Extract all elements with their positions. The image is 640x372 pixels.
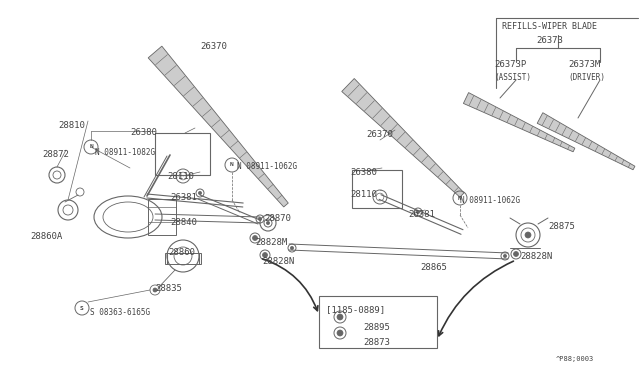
Text: 26380: 26380 [130, 128, 157, 137]
Circle shape [504, 254, 507, 257]
Text: N 08911-1062G: N 08911-1062G [460, 196, 520, 205]
Text: 28860: 28860 [168, 248, 195, 257]
Text: 28865: 28865 [420, 263, 447, 272]
Text: 26380: 26380 [350, 168, 377, 177]
Text: 28828N: 28828N [262, 257, 294, 266]
Circle shape [337, 330, 343, 336]
Text: 26373: 26373 [536, 36, 563, 45]
Text: REFILLS-WIPER BLADE: REFILLS-WIPER BLADE [502, 22, 597, 31]
Text: 26381: 26381 [170, 193, 197, 202]
Circle shape [198, 192, 202, 195]
Text: 28875: 28875 [548, 222, 575, 231]
Text: 26381: 26381 [408, 210, 435, 219]
Text: 28110: 28110 [350, 190, 377, 199]
Bar [155, 133, 210, 175]
Text: S: S [80, 305, 84, 311]
Text: 28828N: 28828N [520, 252, 552, 261]
Text: (ASSIST): (ASSIST) [494, 73, 531, 82]
Text: 28110: 28110 [167, 172, 194, 181]
Text: 28835: 28835 [155, 284, 182, 293]
Text: [1185-0889]: [1185-0889] [326, 305, 385, 314]
Circle shape [253, 235, 257, 241]
Circle shape [153, 288, 157, 292]
Polygon shape [148, 46, 288, 207]
Bar [148, 199, 176, 235]
Text: 28840: 28840 [170, 218, 197, 227]
Text: 28872: 28872 [42, 150, 69, 159]
Circle shape [337, 314, 343, 320]
Circle shape [266, 221, 269, 225]
Text: 28873: 28873 [363, 338, 390, 347]
Circle shape [291, 246, 294, 250]
Text: 26373M: 26373M [568, 60, 600, 69]
Text: 28860A: 28860A [30, 232, 62, 241]
Circle shape [525, 232, 531, 238]
Text: N: N [458, 196, 462, 201]
Bar [352, 170, 402, 208]
Text: 26370: 26370 [200, 42, 227, 51]
Text: N 08911-1062G: N 08911-1062G [237, 162, 297, 171]
Circle shape [259, 217, 262, 221]
Text: 28828M: 28828M [255, 238, 287, 247]
Text: 26373P: 26373P [494, 60, 526, 69]
Text: N 08911-1082G: N 08911-1082G [95, 148, 155, 157]
Text: 26370: 26370 [366, 130, 393, 139]
Bar [165, 253, 201, 264]
Bar [319, 296, 437, 348]
Text: N: N [230, 163, 234, 167]
Polygon shape [537, 113, 635, 170]
Text: 28870: 28870 [264, 214, 291, 223]
Text: 28810: 28810 [58, 121, 85, 130]
Text: S 08363-6165G: S 08363-6165G [90, 308, 150, 317]
Circle shape [262, 253, 268, 257]
Text: ^P88;0003: ^P88;0003 [556, 356, 595, 362]
Text: N: N [89, 144, 93, 150]
Text: (DRIVER): (DRIVER) [568, 73, 605, 82]
Polygon shape [463, 93, 575, 152]
Text: 28895: 28895 [363, 323, 390, 332]
Circle shape [417, 211, 420, 214]
Circle shape [513, 251, 518, 257]
Polygon shape [342, 78, 464, 197]
